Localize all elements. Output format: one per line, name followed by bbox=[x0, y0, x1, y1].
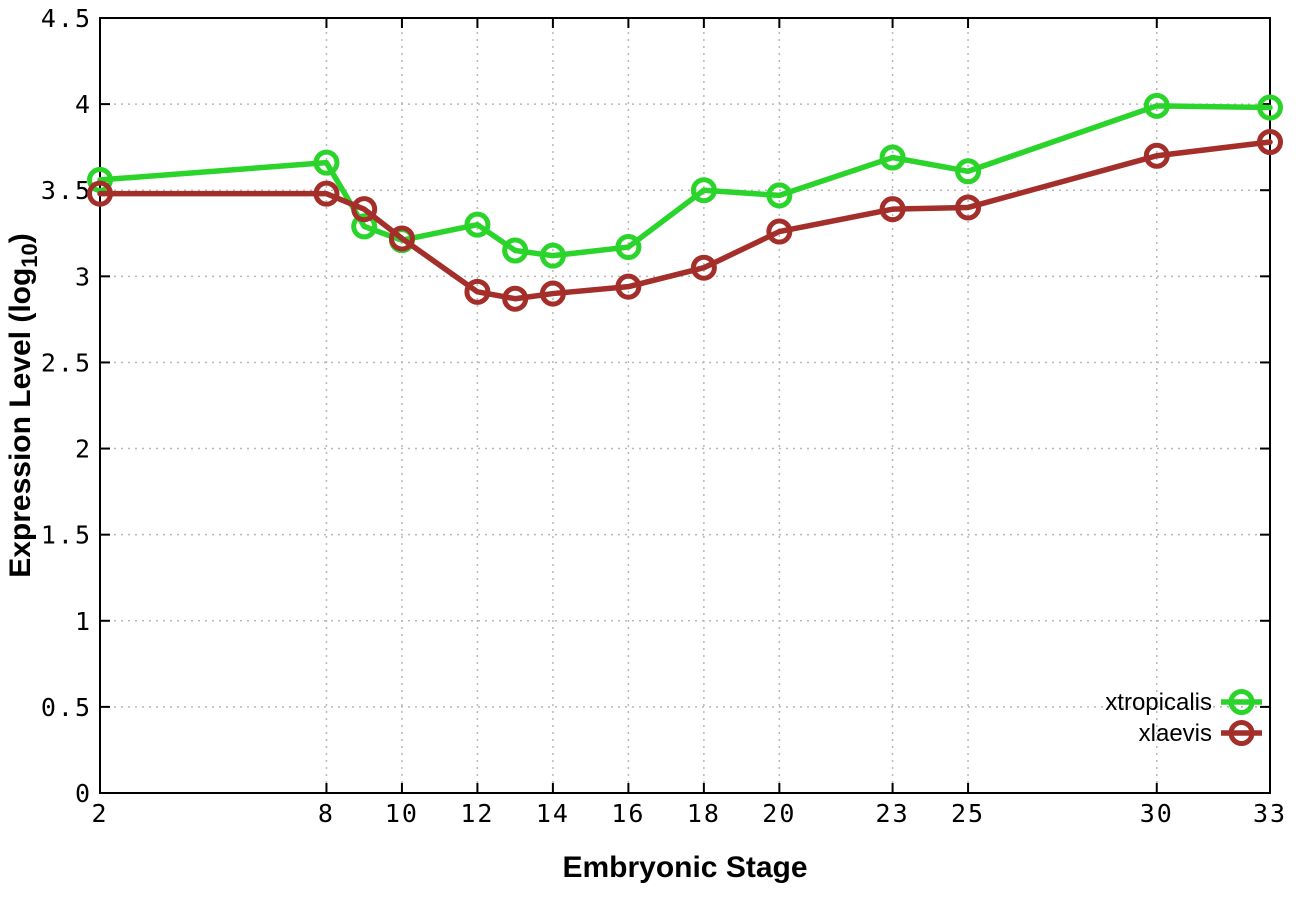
y-axis-label: Expression Level (log10) bbox=[4, 233, 42, 578]
plot-border bbox=[99, 17, 1271, 794]
data-point-xtropicalis-18 bbox=[690, 177, 717, 204]
gridlines bbox=[100, 18, 1270, 793]
x-tick-label-23: 23 bbox=[876, 799, 910, 828]
data-point-xlaevis-23 bbox=[879, 196, 906, 223]
x-tick-label-16: 16 bbox=[611, 799, 645, 828]
y-tick-label-1: 1 bbox=[75, 607, 92, 636]
y-tick-label-0.5: 0.5 bbox=[41, 693, 92, 722]
x-axis-label: Embryonic Stage bbox=[562, 851, 807, 884]
data-point-xtropicalis-30 bbox=[1143, 92, 1170, 119]
legend-marker-xtropicalis bbox=[1228, 689, 1255, 715]
data-point-xtropicalis-23 bbox=[879, 144, 906, 171]
data-point-xlaevis-13 bbox=[502, 285, 529, 312]
data-point-xtropicalis-8 bbox=[313, 149, 340, 176]
data-point-xlaevis-2 bbox=[87, 180, 113, 207]
y-tick-label-4.5: 4.5 bbox=[41, 4, 92, 33]
data-point-xlaevis-14 bbox=[539, 280, 566, 307]
y-tick-label-0: 0 bbox=[75, 779, 92, 808]
data-point-xlaevis-33 bbox=[1257, 129, 1283, 155]
axis-ticks bbox=[99, 17, 1271, 794]
data-point-xlaevis-12 bbox=[464, 278, 491, 305]
legend-marker-xlaevis bbox=[1228, 720, 1255, 746]
data-point-xtropicalis-20 bbox=[766, 182, 793, 209]
data-point-xtropicalis-12 bbox=[464, 211, 491, 238]
x-tick-label-33: 33 bbox=[1253, 799, 1287, 828]
y-tick-label-1.5: 1.5 bbox=[41, 521, 92, 550]
y-tick-label-3.5: 3.5 bbox=[41, 176, 92, 205]
data-point-xlaevis-9 bbox=[351, 196, 378, 223]
data-point-xtropicalis-13 bbox=[502, 237, 529, 264]
data-point-xlaevis-25 bbox=[955, 194, 982, 221]
data-point-xlaevis-16 bbox=[615, 273, 642, 300]
x-tick-label-20: 20 bbox=[762, 799, 796, 828]
y-tick-label-4: 4 bbox=[75, 90, 92, 119]
tick-labels: 2 8 10 12 14 16 18 20 23 25 30 33 0 0.5 1 1.5 2 2.5 3 3.5 4 4… bbox=[41, 4, 1287, 828]
data-point-xlaevis-18 bbox=[690, 254, 717, 281]
legend-entry-xlaevis: xlaevis bbox=[1139, 720, 1262, 747]
data-point-xtropicalis-14 bbox=[539, 242, 566, 269]
legend: xtropicalis xlaevis bbox=[1105, 689, 1262, 747]
series-xlaevis bbox=[87, 129, 1283, 312]
x-tick-label-18: 18 bbox=[687, 799, 721, 828]
data-point-xtropicalis-9 bbox=[351, 213, 378, 240]
x-tick-label-10: 10 bbox=[385, 799, 419, 828]
data-point-xlaevis-30 bbox=[1143, 142, 1170, 169]
series-xtropicalis bbox=[87, 92, 1283, 269]
data-point-xtropicalis-16 bbox=[615, 234, 642, 261]
data-point-xtropicalis-2 bbox=[87, 166, 113, 193]
y-tick-label-2: 2 bbox=[75, 435, 92, 464]
data-point-xtropicalis-25 bbox=[955, 158, 982, 185]
x-tick-label-12: 12 bbox=[460, 799, 494, 828]
x-tick-label-30: 30 bbox=[1140, 799, 1174, 828]
data-point-xtropicalis-33 bbox=[1257, 94, 1283, 121]
x-tick-label-25: 25 bbox=[951, 799, 985, 828]
y-tick-label-2.5: 2.5 bbox=[41, 348, 92, 377]
x-tick-label-14: 14 bbox=[536, 799, 570, 828]
y-tick-label-3: 3 bbox=[75, 262, 92, 291]
data-point-xlaevis-8 bbox=[313, 180, 340, 207]
x-tick-label-2: 2 bbox=[91, 799, 108, 828]
legend-entry-xtropicalis: xtropicalis bbox=[1105, 689, 1262, 716]
legend-label-xlaevis: xlaevis bbox=[1139, 720, 1212, 747]
legend-label-xtropicalis: xtropicalis bbox=[1105, 689, 1212, 716]
data-point-xlaevis-20 bbox=[766, 218, 793, 245]
x-tick-label-8: 8 bbox=[318, 799, 335, 828]
data-point-xlaevis-10 bbox=[388, 225, 415, 252]
